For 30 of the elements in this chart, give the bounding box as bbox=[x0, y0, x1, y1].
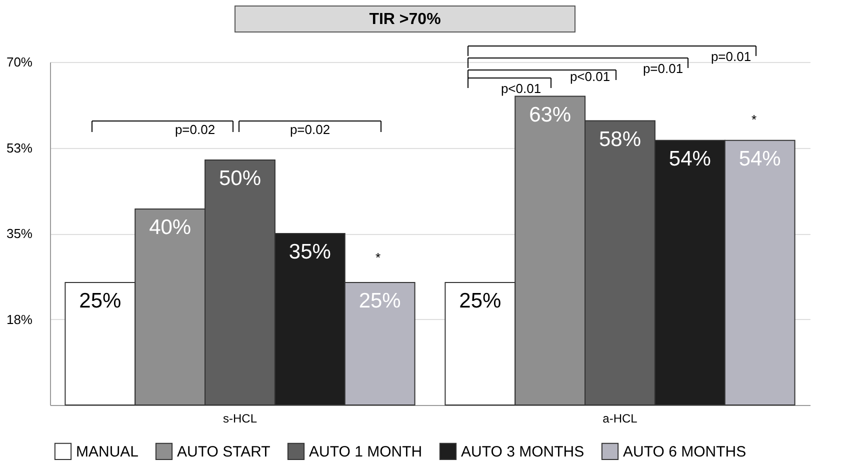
annotation: p=0.02 bbox=[174, 122, 216, 137]
annotation: * bbox=[751, 112, 757, 127]
annotation: p=0.01 bbox=[642, 61, 684, 76]
y-tick-label: 18% bbox=[6, 312, 33, 327]
chart-title: TIR >70% bbox=[369, 11, 441, 28]
x-tick-label: s-HCL bbox=[222, 412, 258, 426]
y-tick-label: 35% bbox=[6, 226, 33, 241]
y-tick-label: 70% bbox=[6, 54, 33, 70]
data-label: 25% bbox=[79, 290, 122, 312]
annotation: p=0.02 bbox=[290, 122, 330, 137]
y-tick-label: 53% bbox=[6, 140, 33, 156]
data-label: 54% bbox=[668, 147, 711, 170]
data-label: 50% bbox=[218, 167, 262, 190]
data-label: 25% bbox=[358, 290, 401, 312]
data-label: 58% bbox=[598, 128, 642, 151]
data-label: 54% bbox=[738, 147, 781, 170]
annotation: * bbox=[375, 250, 381, 265]
annotation: p<0.01 bbox=[500, 81, 542, 96]
x-tick-label: a-HCL bbox=[602, 412, 638, 426]
annotation: p<0.01 bbox=[570, 69, 610, 84]
data-label: 25% bbox=[459, 290, 502, 312]
legend-label: MANUAL bbox=[76, 443, 139, 460]
annotation: p=0.01 bbox=[710, 49, 752, 64]
data-label: 35% bbox=[288, 240, 331, 264]
data-label: 63% bbox=[529, 103, 572, 126]
legend-label: AUTO START bbox=[177, 443, 270, 460]
data-label: 40% bbox=[149, 216, 192, 239]
legend-label: AUTO 3 MONTHS bbox=[461, 443, 584, 460]
legend-label: AUTO 1 MONTH bbox=[309, 443, 422, 460]
legend-label: AUTO 6 MONTHS bbox=[623, 443, 746, 460]
